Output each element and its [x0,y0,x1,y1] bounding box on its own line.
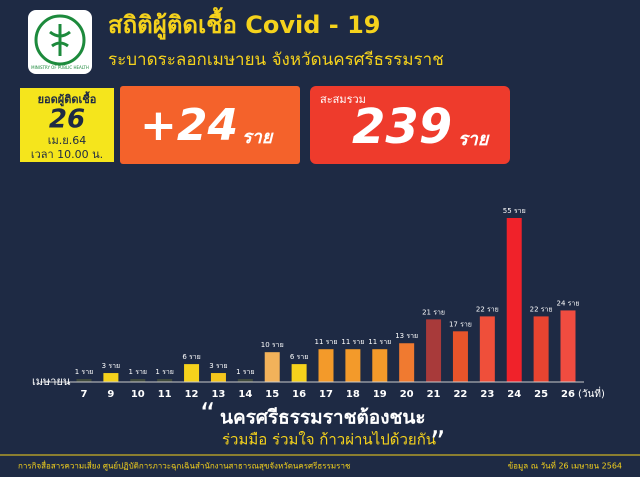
total-box [310,86,510,164]
value-label: 1 ราย [129,368,147,376]
value-label: 21 ราย [422,308,445,316]
value-label: 24 ราย [557,299,580,307]
x-tick-label: 15 [265,389,279,400]
x-tick-label: 25 [534,389,548,400]
x-tick-label: 23 [480,389,494,400]
bar [452,331,468,382]
footer-left: การกิจสื่อสารความเสี่ยง ศูนย์ปฏิบัติการภ… [18,460,351,472]
bar [479,316,495,382]
bar [372,349,388,382]
bar [184,364,200,382]
value-label: 17 ราย [449,320,472,328]
bar [533,316,549,382]
bar [103,373,119,382]
value-label: 13 ราย [395,332,418,340]
logo-text: MINISTRY OF PUBLIC HEALTH [31,65,89,70]
bar [237,379,253,382]
value-label: 1 ราย [236,368,254,376]
total-unit: ราย [458,129,490,150]
x-tick-label: 26 [561,389,575,400]
x-tick-label: 9 [107,389,114,400]
x-axis-label: เมษายน [32,375,71,388]
value-label: 55 ราย [503,207,526,215]
x-tick-label: 20 [400,389,414,400]
x-tick-label: 21 [427,389,441,400]
value-label: 11 ราย [368,338,391,346]
quote-mark: “ [200,398,216,433]
bar [506,218,522,382]
new-cases: +24 [140,100,238,151]
bar [291,364,307,382]
x-tick-label: 14 [238,389,252,400]
bar [157,379,173,382]
x-tick-label: 17 [319,389,333,400]
slogan-line1: นครศรีธรรมราชต้องชนะ [220,407,426,429]
bar [76,379,92,382]
value-label: 22 ราย [476,305,499,313]
date-month: เม.ย.64 [48,134,86,147]
bar [318,349,334,382]
bar [210,373,226,382]
x-tick-label: 7 [81,389,88,400]
new-box [120,86,300,164]
bar [345,349,361,382]
value-label: 1 ราย [155,368,173,376]
x-tick-label: 16 [292,389,306,400]
bar [426,319,442,382]
value-label: 1 ราย [75,368,93,376]
x-tick-label: 12 [185,389,199,400]
quote-mark: ” [430,426,446,461]
new-unit: ราย [242,127,274,148]
value-label: 11 ราย [315,338,338,346]
date-time: เวลา 10.00 น. [31,148,103,161]
x-tick-label: 19 [373,389,387,400]
bar [560,310,576,382]
footer-right: ข้อมูล ณ วันที่ 26 เมษายน 2564 [508,460,622,472]
date-box [20,88,114,162]
subtitle: ระบาดระลอกเมษายน จังหวัดนครศรีธรรมราช [108,50,444,70]
bar [264,352,280,382]
value-label: 22 ราย [530,305,553,313]
total-cases: 239 [352,99,452,155]
date-label: ยอดผู้ติดเชื้อ [38,91,97,107]
title: สถิติผู้ติดเชื้อ Covid - 19 [108,6,380,40]
value-label: 3 ราย [209,362,227,370]
total-label: สะสมรวม [320,93,366,106]
x-tick-label: 18 [346,389,360,400]
value-label: 3 ราย [102,362,120,370]
x-tick-label: 11 [158,389,172,400]
value-label: 11 ราย [341,338,364,346]
value-label: 10 ราย [261,341,284,349]
x-tick-label: 10 [131,389,145,400]
logo-icon [49,24,71,56]
x-axis-unit: (วันที่) [578,386,605,400]
bar [399,343,415,382]
slogan-line2: ร่วมมือ ร่วมใจ ก้าวผ่านไปด้วยกัน [222,431,436,449]
date-day: 26 [49,105,85,135]
value-label: 6 ราย [182,353,200,361]
x-tick-label: 22 [453,389,467,400]
x-tick-label: 24 [507,389,521,400]
bar-chart: 7 1 ราย 9 3 ราย 10 1 ราย 11 1 ราย 12 6 ราย 13 3 ราย… [75,207,580,400]
bar [130,379,146,382]
value-label: 6 ราย [290,353,308,361]
x-tick-label: 13 [211,389,225,400]
logo-ring [34,14,86,66]
